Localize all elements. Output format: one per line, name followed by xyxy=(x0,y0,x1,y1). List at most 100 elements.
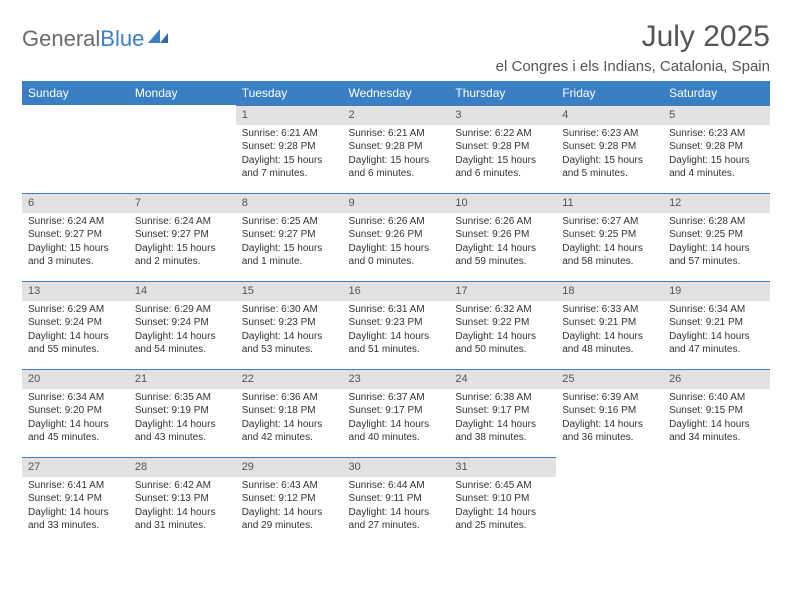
daylight-text: Daylight: 14 hours and 27 minutes. xyxy=(349,506,444,533)
weekday-sunday: Sunday xyxy=(22,81,129,105)
sunrise-text: Sunrise: 6:21 AM xyxy=(349,127,444,141)
day-body: Sunrise: 6:35 AMSunset: 9:19 PMDaylight:… xyxy=(129,389,236,449)
day-cell xyxy=(22,105,129,193)
sunrise-text: Sunrise: 6:22 AM xyxy=(455,127,550,141)
daylight-text: Daylight: 15 hours and 1 minute. xyxy=(242,242,337,269)
day-cell: 3Sunrise: 6:22 AMSunset: 9:28 PMDaylight… xyxy=(449,105,556,193)
daylight-text: Daylight: 14 hours and 45 minutes. xyxy=(28,418,123,445)
sunset-text: Sunset: 9:15 PM xyxy=(669,404,764,418)
day-number: 13 xyxy=(22,281,129,301)
daylight-text: Daylight: 15 hours and 2 minutes. xyxy=(135,242,230,269)
sunrise-text: Sunrise: 6:26 AM xyxy=(455,215,550,229)
day-body: Sunrise: 6:25 AMSunset: 9:27 PMDaylight:… xyxy=(236,213,343,273)
day-cell: 20Sunrise: 6:34 AMSunset: 9:20 PMDayligh… xyxy=(22,369,129,457)
day-body: Sunrise: 6:41 AMSunset: 9:14 PMDaylight:… xyxy=(22,477,129,537)
sunrise-text: Sunrise: 6:30 AM xyxy=(242,303,337,317)
daylight-text: Daylight: 14 hours and 48 minutes. xyxy=(562,330,657,357)
daylight-text: Daylight: 15 hours and 6 minutes. xyxy=(455,154,550,181)
logo-triangle-icon xyxy=(148,29,168,43)
day-number: 6 xyxy=(22,193,129,213)
day-body: Sunrise: 6:27 AMSunset: 9:25 PMDaylight:… xyxy=(556,213,663,273)
day-cell: 18Sunrise: 6:33 AMSunset: 9:21 PMDayligh… xyxy=(556,281,663,369)
day-body: Sunrise: 6:24 AMSunset: 9:27 PMDaylight:… xyxy=(22,213,129,273)
daylight-text: Daylight: 14 hours and 59 minutes. xyxy=(455,242,550,269)
sunrise-text: Sunrise: 6:32 AM xyxy=(455,303,550,317)
week-row: 6Sunrise: 6:24 AMSunset: 9:27 PMDaylight… xyxy=(22,193,770,281)
day-number: 1 xyxy=(236,105,343,125)
weekday-header-row: SundayMondayTuesdayWednesdayThursdayFrid… xyxy=(22,81,770,105)
sunset-text: Sunset: 9:26 PM xyxy=(349,228,444,242)
daylight-text: Daylight: 15 hours and 6 minutes. xyxy=(349,154,444,181)
weekday-saturday: Saturday xyxy=(663,81,770,105)
day-body: Sunrise: 6:28 AMSunset: 9:25 PMDaylight:… xyxy=(663,213,770,273)
day-cell: 23Sunrise: 6:37 AMSunset: 9:17 PMDayligh… xyxy=(343,369,450,457)
daylight-text: Daylight: 15 hours and 4 minutes. xyxy=(669,154,764,181)
weekday-thursday: Thursday xyxy=(449,81,556,105)
logo-text: GeneralBlue xyxy=(22,26,144,52)
sunrise-text: Sunrise: 6:23 AM xyxy=(669,127,764,141)
day-cell: 30Sunrise: 6:44 AMSunset: 9:11 PMDayligh… xyxy=(343,457,450,545)
daylight-text: Daylight: 14 hours and 43 minutes. xyxy=(135,418,230,445)
day-number: 11 xyxy=(556,193,663,213)
day-cell: 2Sunrise: 6:21 AMSunset: 9:28 PMDaylight… xyxy=(343,105,450,193)
daylight-text: Daylight: 14 hours and 47 minutes. xyxy=(669,330,764,357)
day-number: 15 xyxy=(236,281,343,301)
daylight-text: Daylight: 14 hours and 31 minutes. xyxy=(135,506,230,533)
day-cell xyxy=(556,457,663,545)
sunrise-text: Sunrise: 6:25 AM xyxy=(242,215,337,229)
sunrise-text: Sunrise: 6:24 AM xyxy=(135,215,230,229)
title-block: July 2025 el Congres i els Indians, Cata… xyxy=(496,20,770,75)
daylight-text: Daylight: 15 hours and 3 minutes. xyxy=(28,242,123,269)
daylight-text: Daylight: 14 hours and 53 minutes. xyxy=(242,330,337,357)
sunset-text: Sunset: 9:26 PM xyxy=(455,228,550,242)
sunset-text: Sunset: 9:28 PM xyxy=(455,140,550,154)
daylight-text: Daylight: 14 hours and 42 minutes. xyxy=(242,418,337,445)
day-number: 12 xyxy=(663,193,770,213)
week-row: 1Sunrise: 6:21 AMSunset: 9:28 PMDaylight… xyxy=(22,105,770,193)
day-number: 22 xyxy=(236,369,343,389)
day-number: 20 xyxy=(22,369,129,389)
sunrise-text: Sunrise: 6:45 AM xyxy=(455,479,550,493)
day-body: Sunrise: 6:36 AMSunset: 9:18 PMDaylight:… xyxy=(236,389,343,449)
day-body: Sunrise: 6:33 AMSunset: 9:21 PMDaylight:… xyxy=(556,301,663,361)
day-cell xyxy=(663,457,770,545)
day-number: 8 xyxy=(236,193,343,213)
sunset-text: Sunset: 9:22 PM xyxy=(455,316,550,330)
sunset-text: Sunset: 9:14 PM xyxy=(28,492,123,506)
sunset-text: Sunset: 9:28 PM xyxy=(562,140,657,154)
sunset-text: Sunset: 9:28 PM xyxy=(242,140,337,154)
day-number: 17 xyxy=(449,281,556,301)
weekday-tuesday: Tuesday xyxy=(236,81,343,105)
day-cell: 13Sunrise: 6:29 AMSunset: 9:24 PMDayligh… xyxy=(22,281,129,369)
daylight-text: Daylight: 14 hours and 29 minutes. xyxy=(242,506,337,533)
day-body: Sunrise: 6:39 AMSunset: 9:16 PMDaylight:… xyxy=(556,389,663,449)
week-row: 20Sunrise: 6:34 AMSunset: 9:20 PMDayligh… xyxy=(22,369,770,457)
day-cell: 7Sunrise: 6:24 AMSunset: 9:27 PMDaylight… xyxy=(129,193,236,281)
sunrise-text: Sunrise: 6:44 AM xyxy=(349,479,444,493)
day-body: Sunrise: 6:26 AMSunset: 9:26 PMDaylight:… xyxy=(343,213,450,273)
day-body: Sunrise: 6:26 AMSunset: 9:26 PMDaylight:… xyxy=(449,213,556,273)
day-number: 5 xyxy=(663,105,770,125)
daylight-text: Daylight: 15 hours and 7 minutes. xyxy=(242,154,337,181)
day-cell: 10Sunrise: 6:26 AMSunset: 9:26 PMDayligh… xyxy=(449,193,556,281)
day-body: Sunrise: 6:38 AMSunset: 9:17 PMDaylight:… xyxy=(449,389,556,449)
day-cell: 17Sunrise: 6:32 AMSunset: 9:22 PMDayligh… xyxy=(449,281,556,369)
sunset-text: Sunset: 9:21 PM xyxy=(562,316,657,330)
sunrise-text: Sunrise: 6:28 AM xyxy=(669,215,764,229)
day-body: Sunrise: 6:24 AMSunset: 9:27 PMDaylight:… xyxy=(129,213,236,273)
sunset-text: Sunset: 9:27 PM xyxy=(28,228,123,242)
sunrise-text: Sunrise: 6:37 AM xyxy=(349,391,444,405)
sunset-text: Sunset: 9:13 PM xyxy=(135,492,230,506)
daylight-text: Daylight: 14 hours and 34 minutes. xyxy=(669,418,764,445)
day-body: Sunrise: 6:22 AMSunset: 9:28 PMDaylight:… xyxy=(449,125,556,185)
calendar-body: 1Sunrise: 6:21 AMSunset: 9:28 PMDaylight… xyxy=(22,105,770,545)
day-cell: 27Sunrise: 6:41 AMSunset: 9:14 PMDayligh… xyxy=(22,457,129,545)
day-number: 28 xyxy=(129,457,236,477)
day-number: 31 xyxy=(449,457,556,477)
day-body: Sunrise: 6:23 AMSunset: 9:28 PMDaylight:… xyxy=(663,125,770,185)
day-number: 2 xyxy=(343,105,450,125)
sunrise-text: Sunrise: 6:29 AM xyxy=(28,303,123,317)
day-number: 24 xyxy=(449,369,556,389)
day-body: Sunrise: 6:29 AMSunset: 9:24 PMDaylight:… xyxy=(22,301,129,361)
sunrise-text: Sunrise: 6:43 AM xyxy=(242,479,337,493)
